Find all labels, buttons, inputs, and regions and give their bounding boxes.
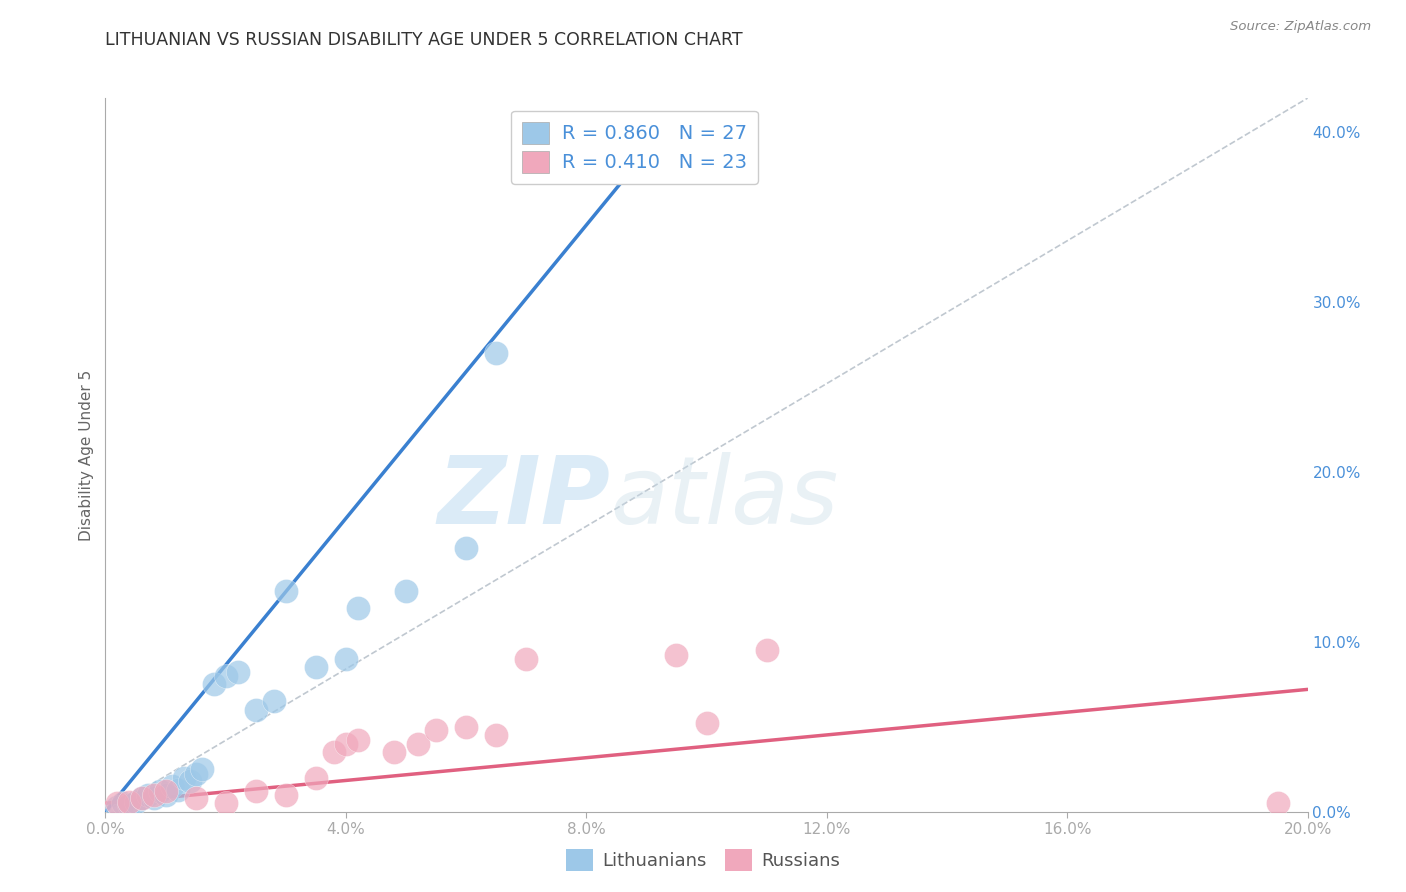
Point xyxy=(184,791,207,805)
Point xyxy=(131,791,153,805)
Point xyxy=(190,762,212,776)
Point xyxy=(245,703,267,717)
Point xyxy=(142,788,165,802)
Point xyxy=(214,669,236,683)
Point xyxy=(184,767,207,781)
Y-axis label: Disability Age Under 5: Disability Age Under 5 xyxy=(79,369,94,541)
Point xyxy=(454,541,477,556)
Legend: R = 0.860   N = 27, R = 0.410   N = 23: R = 0.860 N = 27, R = 0.410 N = 23 xyxy=(512,111,758,184)
Point xyxy=(214,796,236,810)
Point xyxy=(485,346,508,360)
Point xyxy=(696,716,718,731)
Point xyxy=(395,583,418,598)
Point xyxy=(245,784,267,798)
Point xyxy=(202,677,225,691)
Point xyxy=(226,665,249,680)
Point xyxy=(263,694,285,708)
Point xyxy=(755,643,778,657)
Point xyxy=(515,652,537,666)
Point xyxy=(155,784,177,798)
Point xyxy=(665,648,688,663)
Point xyxy=(305,771,328,785)
Point xyxy=(406,737,429,751)
Point xyxy=(118,795,141,809)
Point xyxy=(305,660,328,674)
Point xyxy=(1267,796,1289,810)
Point xyxy=(148,784,170,798)
Point xyxy=(347,733,370,747)
Point xyxy=(136,788,159,802)
Point xyxy=(155,788,177,802)
Point xyxy=(322,745,344,759)
Point xyxy=(107,799,129,814)
Text: LITHUANIAN VS RUSSIAN DISABILITY AGE UNDER 5 CORRELATION CHART: LITHUANIAN VS RUSSIAN DISABILITY AGE UND… xyxy=(105,31,744,49)
Point xyxy=(112,796,135,810)
Point xyxy=(142,791,165,805)
Point xyxy=(179,774,201,789)
Point xyxy=(160,779,183,793)
Point xyxy=(124,795,146,809)
Text: atlas: atlas xyxy=(610,452,838,543)
Text: Source: ZipAtlas.com: Source: ZipAtlas.com xyxy=(1230,20,1371,33)
Point xyxy=(107,796,129,810)
Point xyxy=(347,600,370,615)
Legend: Lithuanians, Russians: Lithuanians, Russians xyxy=(560,842,846,879)
Point xyxy=(173,771,195,785)
Point xyxy=(118,797,141,812)
Text: ZIP: ZIP xyxy=(437,451,610,544)
Point xyxy=(274,583,297,598)
Point xyxy=(166,782,188,797)
Point xyxy=(335,652,357,666)
Point xyxy=(382,745,405,759)
Point xyxy=(274,788,297,802)
Point xyxy=(425,723,447,738)
Point xyxy=(335,737,357,751)
Point xyxy=(485,728,508,742)
Point xyxy=(131,791,153,805)
Point xyxy=(454,720,477,734)
